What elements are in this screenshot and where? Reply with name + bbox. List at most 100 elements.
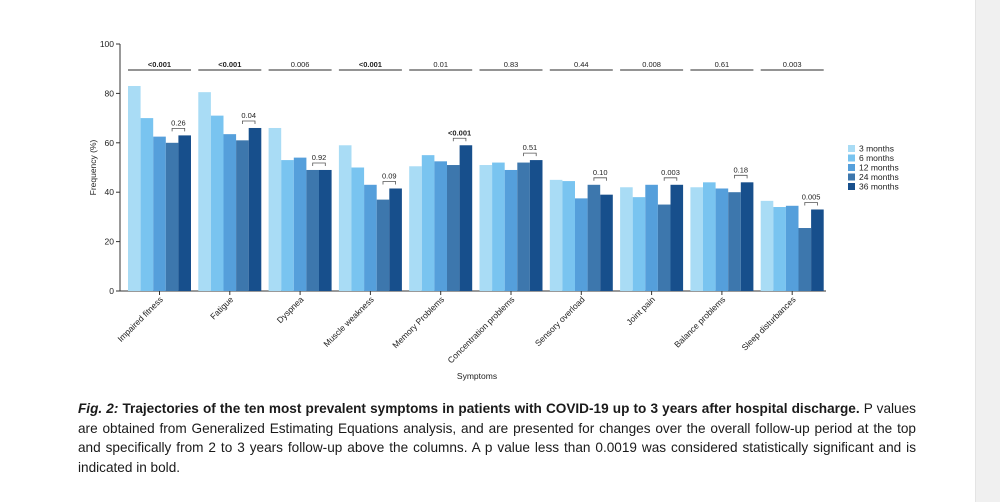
legend-label: 36 months — [859, 182, 899, 192]
followup-p-bracket — [663, 177, 678, 181]
overall-p-value-label: <0.001 — [148, 60, 171, 69]
legend-label: 6 months — [859, 153, 894, 163]
bar — [223, 134, 237, 291]
followup-p-value-label: 0.003 — [661, 168, 680, 177]
overall-p-value-label: 0.61 — [715, 60, 730, 69]
x-tick-label: Dyspnea — [275, 294, 306, 325]
y-tick-label: 20 — [105, 237, 115, 247]
bar — [600, 194, 613, 291]
followup-p-value-label: 0.10 — [593, 168, 608, 177]
bar — [281, 160, 294, 291]
followup-p-bracket — [242, 120, 256, 124]
bar — [798, 228, 812, 291]
bar — [620, 187, 633, 291]
y-tick-label: 80 — [105, 88, 115, 98]
overall-p-value-label: 0.006 — [291, 60, 310, 69]
y-axis-label: Frequency (%) — [88, 139, 98, 195]
bar — [562, 181, 575, 291]
legend-swatch — [848, 183, 855, 190]
bar — [703, 182, 716, 291]
bar — [198, 92, 211, 291]
bar — [785, 205, 799, 291]
followup-p-bracket — [523, 152, 537, 157]
followup-p-value-label: 0.09 — [382, 171, 397, 180]
bar — [549, 179, 563, 291]
y-tick-label: 40 — [105, 187, 115, 197]
symptom-trajectories-chart: 0 20 40 60 80 100 Frequency (%) Symptoms Impaire… — [88, 39, 899, 381]
legend-swatch — [848, 154, 855, 162]
bar — [268, 127, 282, 291]
bar — [364, 184, 377, 291]
followup-p-bracket — [452, 137, 467, 142]
x-tick-label: Balance problems — [672, 294, 727, 349]
bar — [504, 169, 518, 291]
bar — [587, 184, 601, 291]
bar — [670, 184, 684, 291]
legend-label: 3 months — [859, 144, 894, 154]
followup-p-value-label: 0.92 — [312, 153, 327, 162]
bar — [715, 188, 729, 291]
legend-label: 12 months — [859, 163, 899, 173]
bar — [740, 182, 754, 291]
bar — [728, 192, 741, 291]
bar — [657, 204, 671, 291]
bar — [210, 115, 224, 291]
bar — [376, 199, 390, 291]
followup-p-value-label: 0.005 — [802, 192, 821, 201]
x-tick-label: Memory Problems — [390, 294, 446, 350]
overall-p-value-label: <0.001 — [218, 60, 241, 69]
x-tick-label: Joint pain — [624, 294, 657, 327]
bar — [421, 155, 435, 291]
x-tick-label: Impaired fitness — [115, 294, 164, 343]
followup-p-bracket — [382, 181, 396, 185]
figure-label: Fig. 2: — [78, 401, 119, 416]
legend-swatch — [848, 173, 855, 181]
bar — [409, 166, 422, 291]
bar — [178, 135, 191, 291]
bar — [293, 157, 307, 291]
bar — [351, 167, 365, 291]
x-tick-label: Sensory overload — [533, 294, 587, 348]
bar — [773, 207, 786, 291]
bar — [128, 85, 141, 292]
bar — [319, 169, 332, 291]
bar — [306, 169, 319, 291]
x-tick-label: Concentration problems — [446, 294, 517, 365]
bar — [338, 145, 352, 291]
overall-p-value-label: 0.008 — [642, 60, 661, 69]
followup-p-bracket — [312, 162, 326, 166]
x-tick-label: Sleep disturbances — [739, 294, 797, 352]
overall-p-value-label: 0.003 — [783, 60, 802, 69]
page-margin — [975, 0, 1000, 502]
document-page: 0 20 40 60 80 100 Frequency (%) Symptoms Impaire… — [78, 39, 916, 477]
overall-p-value-label: 0.83 — [504, 60, 519, 69]
x-axis-label: Symptoms — [457, 371, 497, 381]
bar — [153, 136, 166, 291]
followup-p-bracket — [734, 174, 748, 179]
bar — [690, 187, 703, 291]
bar — [529, 160, 543, 291]
legend-swatch — [848, 145, 855, 152]
bar — [165, 142, 179, 291]
bar — [248, 127, 262, 291]
bar — [434, 161, 447, 291]
bar — [236, 140, 249, 291]
bar — [760, 200, 774, 291]
bar — [479, 165, 493, 291]
overall-p-value-label: 0.01 — [433, 60, 448, 69]
bar — [632, 197, 646, 291]
followup-p-bracket — [171, 127, 186, 132]
y-tick-label: 100 — [100, 39, 114, 49]
bar — [447, 165, 460, 291]
figure-title: Trajectories of the ten most prevalent s… — [122, 401, 860, 416]
y-tick-label: 60 — [105, 138, 115, 148]
bar — [645, 184, 658, 291]
figure-caption: Fig. 2: Trajectories of the ten most pre… — [78, 399, 916, 477]
bar — [492, 162, 505, 291]
followup-p-value-label: 0.26 — [171, 118, 186, 127]
legend-label: 24 months — [859, 172, 899, 182]
bar — [140, 118, 154, 291]
followup-p-value-label: 0.18 — [733, 165, 748, 174]
bar — [811, 209, 824, 291]
bar — [517, 162, 530, 291]
